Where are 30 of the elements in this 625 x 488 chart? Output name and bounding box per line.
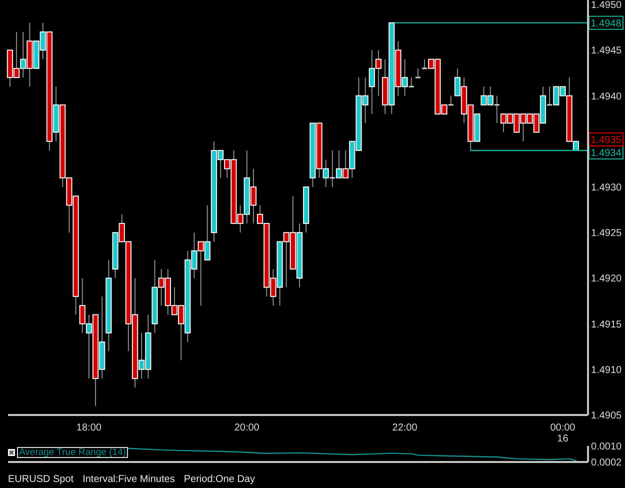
text: Period:One Day [184, 474, 255, 485]
line-series [128, 448, 576, 462]
text: Interval:Five Minutes [82, 474, 175, 485]
y-tick-label: 1.4910 [591, 364, 622, 376]
y-tick-label: 1.4905 [591, 410, 622, 422]
data-label: 1.4934 [590, 148, 622, 159]
y-tick-label: 1.4940 [591, 91, 622, 102]
text: EURUSD Spot [8, 474, 74, 485]
y-tick-label: 1.4920 [591, 274, 622, 285]
y-tick-label: 0.0002 [591, 458, 622, 468]
x-tick-label: 00:00 16 [550, 422, 576, 444]
y-tick-label: 1.4930 [591, 182, 622, 194]
y-tick-label: 1.4915 [591, 319, 622, 330]
candlestick [329, 150, 336, 188]
candlestick [546, 86, 553, 106]
y-tick-label: 1.4945 [591, 46, 622, 57]
y-tick-label: 1.4925 [591, 228, 622, 240]
x-tick-label: 22:00 [392, 422, 418, 434]
candlestick [494, 95, 500, 124]
data-label: 1.4948 [590, 18, 622, 30]
y-tick-label: 1.4950 [591, 0, 622, 12]
series-label: Average True Range (14) [19, 447, 126, 458]
candlestick [448, 95, 454, 106]
candlestick [421, 58, 428, 70]
candlestick [414, 68, 422, 78]
y-tick-label: 0.0010 [591, 442, 622, 452]
candlestick [408, 77, 415, 88]
x-tick-label: 20:00 [234, 422, 260, 434]
x-tick-label: 18:00 [76, 422, 102, 434]
annotation: 1.4935 [590, 134, 622, 146]
